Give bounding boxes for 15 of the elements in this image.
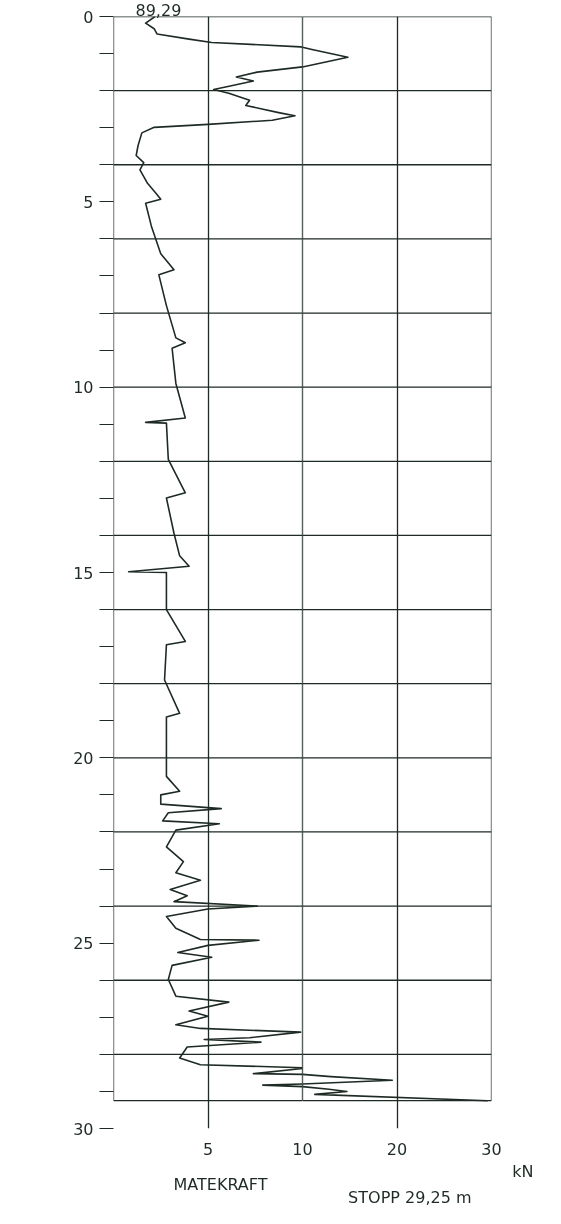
x-tick-label: 10 bbox=[292, 1139, 313, 1159]
annotation: 89,29 bbox=[135, 0, 182, 20]
x-tick-label: 5 bbox=[202, 1139, 214, 1159]
text: kN bbox=[512, 1161, 534, 1181]
y-tick-label: 5 bbox=[83, 192, 94, 212]
y-tick-label: 25 bbox=[73, 934, 94, 954]
x-tick-label: 20 bbox=[386, 1139, 408, 1159]
x-axis-title: MATEKRAFT bbox=[173, 1174, 268, 1194]
y-tick-label: 0 bbox=[83, 7, 94, 27]
y-tick-label: 30 bbox=[73, 1119, 94, 1139]
text: STOPP 29,25 m bbox=[348, 1187, 472, 1207]
y-tick-label: 20 bbox=[73, 748, 94, 768]
x-tick-label: 30 bbox=[481, 1139, 502, 1159]
y-tick-label: 10 bbox=[73, 378, 94, 398]
y-tick-label: 15 bbox=[73, 563, 94, 583]
